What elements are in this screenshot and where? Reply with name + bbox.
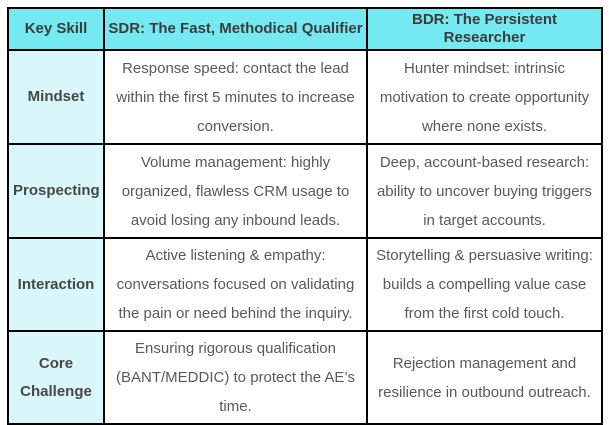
row-label-core-challenge: Core Challenge (7, 330, 105, 425)
interaction-bdr-cell: Storytelling & persuasive writing: build… (366, 237, 603, 332)
table-row-core-challenge: Core Challenge Ensuring rigorous qualifi… (7, 330, 603, 425)
column-header-key-skill: Key Skill (7, 7, 105, 51)
table-row-prospecting: Prospecting Volume management: highly or… (7, 143, 603, 239)
row-label-mindset: Mindset (7, 49, 105, 145)
column-header-sdr: SDR: The Fast, Methodical Qualifier (103, 7, 368, 51)
table-row-mindset: Mindset Response speed: contact the lead… (7, 49, 603, 145)
mindset-bdr-cell: Hunter mindset: intrinsic motivation to … (366, 49, 603, 145)
prospecting-sdr-cell: Volume management: highly organized, fla… (103, 143, 368, 239)
header-row: Key Skill SDR: The Fast, Methodical Qual… (7, 7, 603, 51)
prospecting-bdr-cell: Deep, account-based research: ability to… (366, 143, 603, 239)
skill-comparison-table: Key Skill SDR: The Fast, Methodical Qual… (7, 7, 603, 425)
core-challenge-sdr-cell: Ensuring rigorous qualification (BANT/ME… (103, 330, 368, 425)
table-row-interaction: Interaction Active listening & empathy: … (7, 237, 603, 332)
row-label-prospecting: Prospecting (7, 143, 105, 239)
row-label-interaction: Interaction (7, 237, 105, 332)
interaction-sdr-cell: Active listening & empathy: conversation… (103, 237, 368, 332)
column-header-bdr: BDR: The Persistent Researcher (366, 7, 603, 51)
core-challenge-bdr-cell: Rejection management and resilience in o… (366, 330, 603, 425)
mindset-sdr-cell: Response speed: contact the lead within … (103, 49, 368, 145)
